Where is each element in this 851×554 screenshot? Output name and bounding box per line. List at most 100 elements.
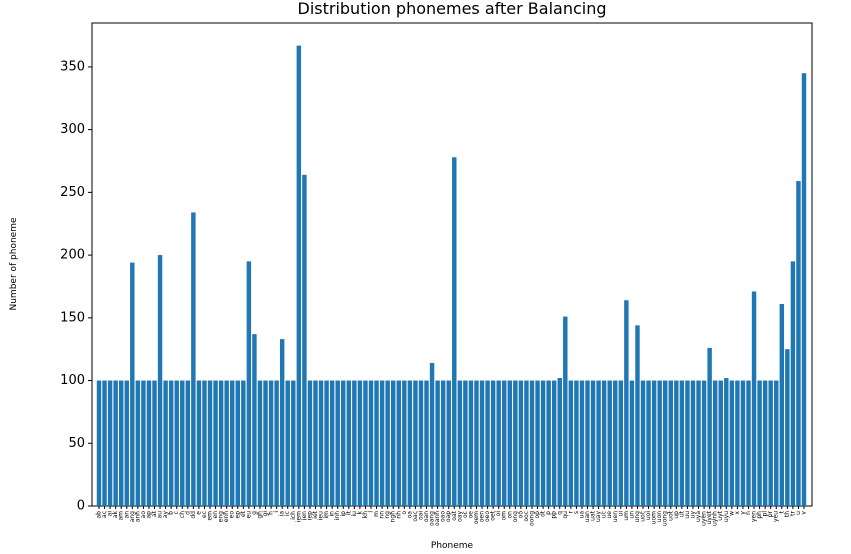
x-tick-label: am — [118, 511, 125, 521]
x-tick-label: gh — [256, 511, 263, 519]
x-tick-label: ab — [95, 511, 102, 519]
x-tick-label: oi — [495, 511, 502, 517]
bar — [696, 380, 701, 506]
bar — [352, 380, 357, 506]
x-tick-label: u — [795, 511, 802, 515]
bar — [307, 380, 313, 506]
plot-frame — [91, 22, 813, 507]
bar — [585, 380, 590, 506]
x-tick-label: inh — [334, 511, 341, 520]
x-tick-label: dd — [190, 511, 197, 519]
x-tick-label: oong — [528, 511, 535, 526]
x-tick-label: kh — [362, 511, 369, 518]
bar — [590, 380, 596, 506]
bar — [118, 380, 124, 506]
y-tick-label: 200 — [60, 248, 85, 263]
bar — [324, 380, 329, 506]
bar — [274, 380, 279, 506]
bar — [346, 380, 352, 506]
bar — [463, 380, 468, 506]
bar — [646, 380, 651, 506]
bar — [296, 45, 302, 506]
bar — [141, 380, 146, 506]
x-tick-label: en — [212, 511, 219, 519]
x-tick-label: g — [251, 511, 258, 515]
bar — [263, 380, 268, 506]
x-tick-label: ooc — [523, 511, 530, 522]
x-tick-label: uc — [601, 511, 608, 518]
x-tick-label: im — [323, 511, 330, 519]
x-tick-label: ieu — [318, 511, 325, 520]
x-tick-label: nh — [395, 511, 402, 519]
bar — [429, 362, 435, 506]
x-tick-label: uyen — [701, 511, 708, 526]
bar — [540, 380, 546, 506]
x-tick-label: uyt — [717, 510, 724, 520]
x-tick-label: in — [329, 511, 336, 517]
x-tick-label: an — [123, 511, 130, 519]
x-tick-label: ip — [340, 511, 347, 517]
bar — [757, 380, 762, 506]
bar — [735, 380, 740, 506]
x-tick-label: enh — [223, 511, 230, 522]
bar — [207, 380, 213, 506]
bar — [740, 380, 746, 506]
bar — [779, 304, 785, 506]
x-tick-label: ui — [617, 511, 624, 517]
x-tick-label: uon — [656, 511, 663, 522]
x-tick-label: uy — [689, 511, 696, 519]
bar — [146, 380, 152, 506]
x-tick-label: oat — [451, 510, 458, 520]
bar — [363, 380, 368, 506]
x-tick-label: ua — [578, 511, 585, 519]
bar — [601, 380, 607, 506]
bar — [124, 380, 129, 506]
x-tick-label: um — [623, 511, 630, 521]
x-tick-label: oem — [473, 511, 480, 524]
x-tick-label: qu — [562, 511, 569, 519]
bar — [368, 380, 374, 506]
bar — [390, 380, 396, 506]
bar — [213, 380, 218, 506]
x-tick-label: ien — [301, 511, 308, 520]
bar — [379, 380, 385, 506]
x-tick-label: r — [567, 510, 574, 513]
bar — [546, 380, 551, 506]
x-tick-label: y — [739, 511, 746, 515]
bar — [457, 380, 463, 506]
x-tick-label: ich — [290, 511, 297, 520]
x-tick-label: e — [195, 511, 202, 515]
x-tick-label: uot — [667, 510, 674, 520]
x-tick-label: pp — [551, 511, 558, 519]
bar — [563, 316, 568, 506]
y-tick-label: 350 — [60, 59, 85, 74]
x-tick-label: oan — [423, 511, 430, 522]
x-tick-label: ut — [678, 510, 685, 517]
bar — [785, 349, 790, 506]
bar — [180, 380, 185, 506]
bar — [241, 380, 246, 506]
x-tick-label: anh — [134, 511, 141, 522]
bar — [230, 380, 235, 506]
x-tick-label: ch — [179, 511, 186, 518]
x-tick-label: th — [784, 511, 791, 517]
bar — [502, 380, 507, 506]
x-tick-label: x — [734, 511, 741, 515]
x-tick-label: l — [368, 511, 375, 513]
x-tick-label: ao — [140, 511, 147, 519]
bar — [452, 157, 457, 506]
x-tick-label: oe — [467, 511, 474, 519]
x-tick-label: au — [157, 511, 164, 519]
x-axis-label: Phoneme — [431, 541, 474, 551]
bar — [551, 380, 557, 506]
x-tick-label: ung — [634, 511, 641, 523]
bar — [768, 380, 773, 506]
x-tick-label: d — [184, 511, 191, 515]
bar — [574, 380, 579, 506]
x-tick-label: iu — [351, 511, 358, 517]
x-tick-label: ng — [384, 511, 391, 519]
bar — [618, 380, 624, 506]
bar — [707, 347, 712, 506]
x-tick-label: uynh — [712, 511, 719, 526]
